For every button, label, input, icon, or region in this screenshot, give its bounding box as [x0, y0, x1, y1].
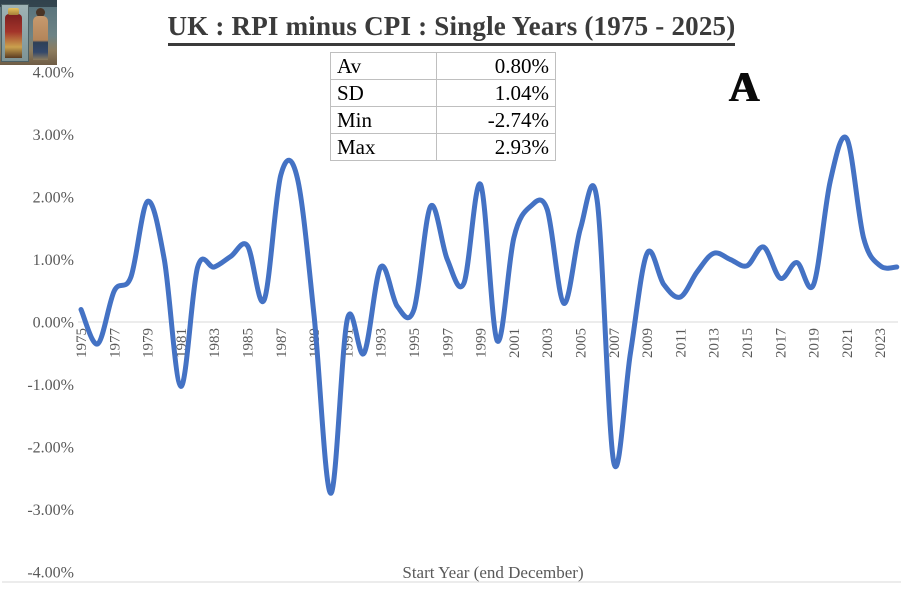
logo-image [0, 0, 57, 65]
x-tick-label: 1987 [274, 328, 290, 359]
stat-label: Max [330, 133, 437, 161]
y-tick-label: -1.00% [27, 377, 74, 394]
stat-label: Av [330, 52, 437, 80]
table-row: Max 2.93% [330, 133, 557, 161]
x-axis-title: Start Year (end December) [402, 563, 583, 582]
y-tick-label: 0.00% [33, 315, 74, 332]
stat-label: Min [330, 106, 437, 134]
x-tick-label: 1997 [440, 328, 456, 359]
x-tick-label: 1977 [107, 328, 123, 359]
x-tick-label: 2007 [607, 328, 623, 359]
y-tick-label: -3.00% [27, 502, 74, 519]
stat-value: 0.80% [435, 52, 557, 80]
x-tick-label: 2019 [807, 328, 823, 358]
y-tick-label: -2.00% [27, 440, 74, 457]
logo-topbar [0, 0, 57, 7]
table-row: Av 0.80% [330, 52, 557, 80]
x-tick-label: 2003 [540, 328, 556, 358]
stat-label: SD [330, 79, 437, 107]
x-tick-label: 2011 [673, 328, 689, 357]
y-tick-label: -4.00% [27, 565, 74, 582]
stat-value: 1.04% [435, 79, 557, 107]
series-line [78, 134, 900, 496]
stat-value: -2.74% [435, 106, 557, 134]
x-tick-label: 2005 [574, 328, 590, 358]
x-tick-label: 2017 [773, 328, 789, 359]
x-tick-label: 2021 [840, 328, 856, 358]
chart-title-text: UK : RPI minus CPI : Single Years (1975 … [167, 11, 736, 46]
stat-value: 2.93% [435, 133, 557, 161]
x-tick-label: 2001 [507, 328, 523, 358]
logo-king-figure [5, 14, 22, 58]
x-tick-label: 2023 [873, 328, 889, 358]
x-tick-label: 1979 [141, 328, 157, 358]
x-tick-label: 2013 [707, 328, 723, 358]
x-tick-label: 1995 [407, 328, 423, 358]
y-tick-label: 1.00% [33, 252, 74, 269]
logo-crown [8, 8, 19, 15]
x-tick-label: 2015 [740, 328, 756, 358]
table-row: Min -2.74% [330, 106, 557, 134]
x-tick-label: 1993 [374, 328, 390, 358]
stats-table: Av 0.80% SD 1.04% Min -2.74% Max 2.93% [330, 52, 557, 161]
y-tick-label: 2.00% [33, 190, 74, 207]
chart-title: UK : RPI minus CPI : Single Years (1975 … [0, 6, 903, 46]
table-row: SD 1.04% [330, 79, 557, 107]
y-tick-label: 4.00% [33, 65, 74, 82]
x-tick-label: 2009 [640, 328, 656, 358]
x-tick-label: 1975 [74, 328, 90, 358]
x-tick-label: 1999 [474, 328, 490, 358]
monogram-a-icon: A [728, 65, 760, 111]
y-tick-label: 3.00% [33, 127, 74, 144]
x-tick-label: 1983 [207, 328, 223, 358]
logo-man-head [36, 8, 45, 17]
logo-man-figure [33, 16, 48, 60]
x-tick-label: 1985 [241, 328, 257, 358]
